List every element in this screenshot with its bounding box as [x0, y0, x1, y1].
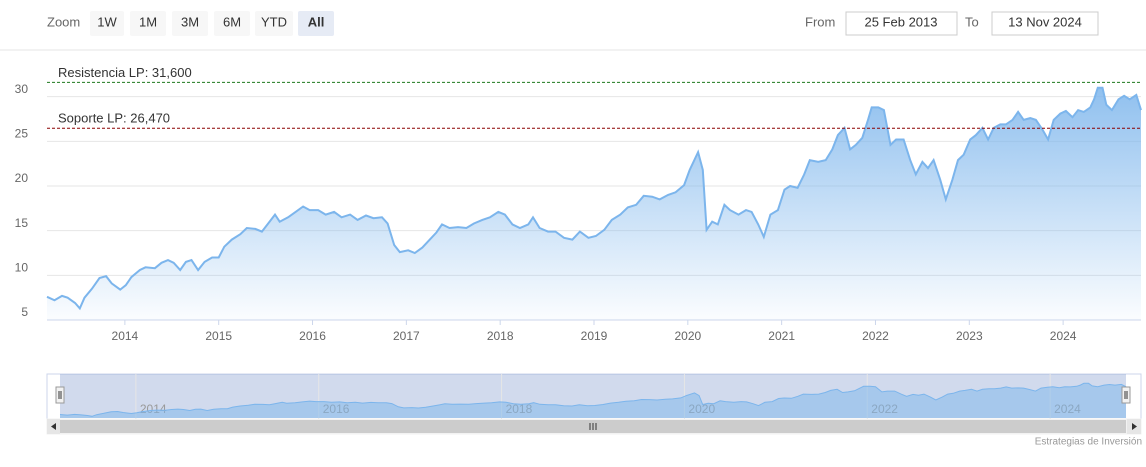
navigator-area [60, 383, 1126, 418]
from-value: 25 Feb 2013 [864, 14, 937, 29]
y-tick-label: 20 [15, 171, 29, 185]
navigator-line [59, 382, 1127, 417]
from-input[interactable] [845, 11, 958, 36]
zoom-button-label: YTD [261, 14, 287, 29]
credits: Estrategias de Inversión [1035, 437, 1142, 448]
to-label: To [965, 14, 979, 29]
zoom-button[interactable] [298, 11, 334, 36]
x-tick-label: 2018 [487, 329, 514, 343]
zoom-button[interactable] [130, 11, 166, 36]
x-tick-label: 2016 [299, 329, 326, 343]
y-tick-label: 15 [15, 216, 29, 230]
navigator-handle[interactable] [55, 386, 65, 404]
handle-grip [1124, 391, 1128, 399]
x-tick-label: 2020 [674, 329, 701, 343]
zoom-button[interactable] [172, 11, 208, 36]
x-tick-label: 2023 [956, 329, 983, 343]
zoom-button-label: All [308, 14, 325, 29]
zoom-button-label: 3M [181, 14, 199, 29]
zoom-button-label: 1M [139, 14, 157, 29]
line [46, 86, 1142, 311]
from-label: From [805, 14, 835, 29]
plot-line-label: Resistencia LP: 31,600 [58, 65, 192, 80]
navigator-handle[interactable] [1121, 386, 1131, 404]
y-tick-label: 25 [15, 127, 29, 141]
x-tick-label: 2022 [862, 329, 889, 343]
y-tick-label: 5 [21, 305, 28, 319]
x-tick-label: 2015 [205, 329, 232, 343]
to-input[interactable] [991, 11, 1099, 36]
zoom-button-label: 1W [97, 14, 117, 29]
x-tick-label: 2017 [393, 329, 420, 343]
zoom-button[interactable] [90, 11, 124, 36]
arrow-right [1132, 423, 1137, 430]
zoom-label: Zoom [47, 14, 80, 29]
handle-grip [58, 391, 62, 399]
area [47, 87, 1141, 320]
y-tick-label: 30 [15, 82, 29, 96]
x-tick-label: 2019 [581, 329, 608, 343]
to-value: 13 Nov 2024 [1008, 14, 1082, 29]
plot-line-label: Soporte LP: 26,470 [58, 111, 170, 126]
scrollbar-grip [589, 423, 597, 430]
y-tick-label: 10 [15, 261, 29, 275]
x-tick-label: 2021 [768, 329, 795, 343]
x-tick-label: 2024 [1050, 329, 1077, 343]
zoom-button[interactable] [255, 11, 293, 36]
x-tick-label: 2014 [112, 329, 139, 343]
arrow-left [51, 423, 56, 430]
zoom-button[interactable] [214, 11, 250, 36]
zoom-button-label: 6M [223, 14, 241, 29]
